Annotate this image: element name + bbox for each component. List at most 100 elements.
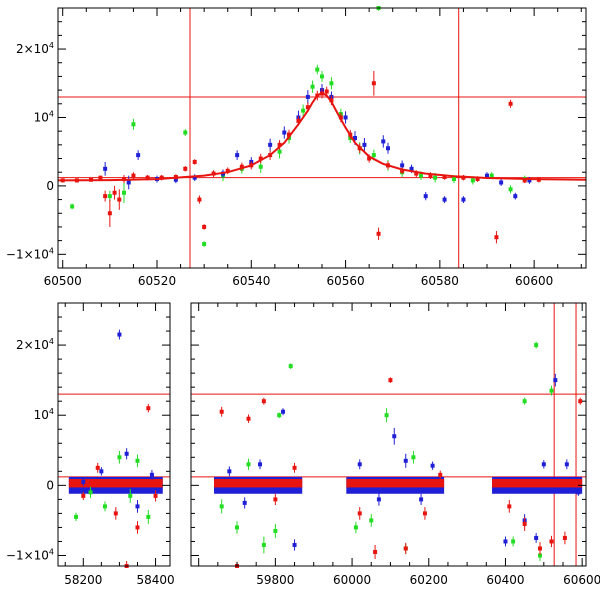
red-point [103,194,108,199]
green-point [537,553,542,558]
y-tick-label: 104 [34,109,54,124]
blue-point [527,178,532,183]
red-point [202,224,207,229]
x-tick-label: 60540 [232,274,270,288]
blue-point [357,462,362,467]
x-tick-label: 60500 [44,274,82,288]
x-tick-label: 60520 [138,274,176,288]
red-point [117,197,122,202]
bottom-panel: 58200 58400 59800 60000 60200 60400 60600 −1×10… [6,302,600,587]
blue-point [281,409,286,414]
blue-point [268,142,273,147]
green-point [258,164,263,169]
green-point [369,518,374,523]
green-point [315,67,320,72]
green-point [202,242,207,247]
red-point [428,173,433,178]
x-tick-label: 58400 [136,573,174,587]
red-point [403,546,408,551]
green-point [301,108,306,113]
red-point [258,156,263,161]
blue-point [292,542,297,547]
red-point [357,511,362,516]
green-point [288,364,293,369]
blue-point [461,197,466,202]
red-point [562,535,567,540]
green-point [470,178,475,183]
blue-point [353,136,357,140]
red-point [324,89,329,94]
green-point [107,194,112,199]
x-tick-label: 60400 [486,573,524,587]
red-point [438,472,443,477]
blue-point [126,180,131,185]
plot-frame [57,7,587,269]
y-tick-label: 0 [46,179,54,193]
red-point [305,105,310,110]
red-point [273,497,278,502]
red-point [522,521,527,526]
red-point [153,493,158,498]
blue-point [430,463,435,468]
plot-frame [190,302,587,567]
blue-point [124,451,129,456]
red-point [414,171,419,176]
y-tick-label: 2×104 [16,41,54,56]
blue-point [376,497,381,502]
blue-point [282,130,287,135]
red-point [112,190,117,195]
x-tick-label: 58200 [64,573,102,587]
green-point [433,175,438,180]
green-point [146,514,151,519]
green-point [273,528,278,533]
green-point [411,455,416,460]
x-tick-label: 60560 [326,274,364,288]
green-point [74,514,79,519]
red-point [578,399,583,404]
red-point [400,168,405,173]
red-point [107,211,112,216]
blue-point [403,458,408,463]
green-point [419,173,423,178]
green-point [219,504,224,509]
blue-point [242,500,247,505]
blue-point [400,163,405,168]
x-tick-label: 60000 [333,573,371,587]
plot-frame [57,302,171,567]
blue-point [392,434,397,439]
season-band-red [346,479,445,488]
red-point [507,504,512,509]
season-band-red [214,479,303,488]
season-band-red [492,479,583,488]
y-tick-label: −1×104 [6,547,54,562]
season-band-red [68,479,163,488]
green-point [246,462,251,467]
green-point [117,455,122,460]
green-point [549,388,554,393]
y-tick-label: 0 [46,478,54,492]
x-tick-label: 59800 [256,573,294,587]
blue-point [103,166,108,171]
model-curve [57,91,587,182]
green-point [128,493,133,498]
blue-point [534,535,539,540]
x-tick-label: 60200 [410,573,448,587]
green-point [235,525,240,530]
red-point [549,539,554,544]
red-point [239,164,244,169]
red-point [475,177,480,182]
blue-point [117,332,122,337]
green-point [102,504,107,509]
blue-point [305,94,310,99]
green-point [277,413,282,418]
green-point [310,84,315,89]
red-point [292,465,297,470]
blue-point [423,194,428,199]
blue-point [409,166,414,171]
red-point [98,175,103,180]
blue-point [192,175,197,180]
red-point [246,416,251,421]
red-point [131,173,136,178]
red-point [95,465,100,470]
blue-point [149,472,154,477]
